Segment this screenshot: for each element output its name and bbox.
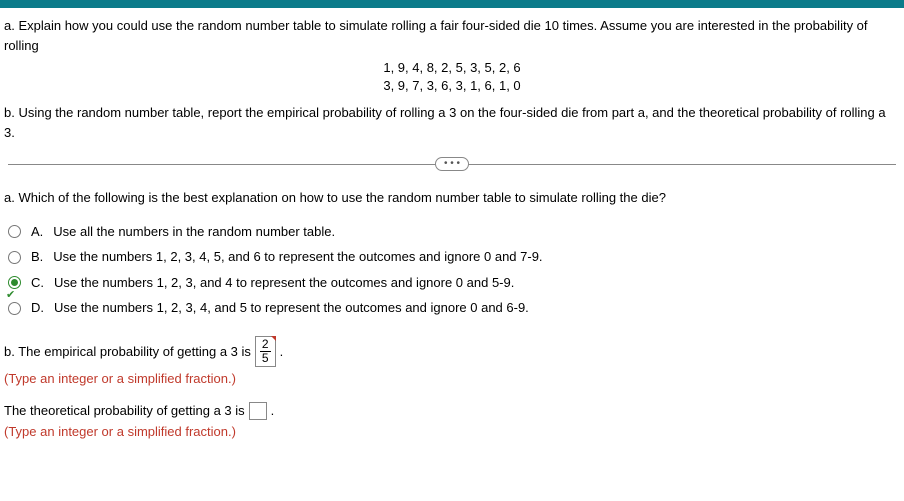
theoretical-suffix: . bbox=[271, 401, 275, 421]
option-text: Use the numbers 1, 2, 3, and 4 to repres… bbox=[54, 273, 514, 293]
input-corner-icon bbox=[271, 336, 276, 341]
empirical-suffix: . bbox=[280, 342, 284, 362]
option-text: Use all the numbers in the random number… bbox=[53, 222, 335, 242]
fraction-numerator: 2 bbox=[260, 338, 271, 352]
empirical-prefix: b. The empirical probability of getting … bbox=[4, 342, 251, 362]
option-a[interactable]: A. Use all the numbers in the random num… bbox=[8, 222, 900, 242]
answer-input[interactable] bbox=[249, 402, 267, 420]
option-text: Use the numbers 1, 2, 3, 4, 5, and 6 to … bbox=[53, 247, 542, 267]
hint-1: (Type an integer or a simplified fractio… bbox=[4, 369, 900, 389]
expand-button[interactable]: • • • bbox=[435, 157, 469, 171]
option-letter: C. bbox=[31, 273, 44, 293]
radio-a[interactable] bbox=[8, 225, 21, 238]
hint-2: (Type an integer or a simplified fractio… bbox=[4, 422, 900, 442]
part-b-theoretical: The theoretical probability of getting a… bbox=[4, 401, 900, 421]
question-a-text: a. Explain how you could use the random … bbox=[4, 16, 900, 55]
options-group: A. Use all the numbers in the random num… bbox=[8, 222, 900, 318]
content: a. Explain how you could use the random … bbox=[0, 8, 904, 442]
theoretical-prefix: The theoretical probability of getting a… bbox=[4, 401, 245, 421]
random-number-table: 1, 9, 4, 8, 2, 5, 3, 5, 2, 6 3, 9, 7, 3,… bbox=[4, 59, 900, 95]
number-row-2: 3, 9, 7, 3, 6, 3, 1, 6, 1, 0 bbox=[4, 77, 900, 95]
top-bar bbox=[0, 0, 904, 8]
option-letter: A. bbox=[31, 222, 43, 242]
number-row-1: 1, 9, 4, 8, 2, 5, 3, 5, 2, 6 bbox=[4, 59, 900, 77]
option-letter: B. bbox=[31, 247, 43, 267]
fraction-input[interactable]: 2 5 bbox=[255, 336, 276, 367]
option-d[interactable]: D. Use the numbers 1, 2, 3, 4, and 5 to … bbox=[8, 298, 900, 318]
sub-question-a: a. Which of the following is the best ex… bbox=[4, 188, 900, 208]
radio-b[interactable] bbox=[8, 251, 21, 264]
option-c[interactable]: ✔ C. Use the numbers 1, 2, 3, and 4 to r… bbox=[8, 273, 900, 293]
option-letter: D. bbox=[31, 298, 44, 318]
part-b-empirical: b. The empirical probability of getting … bbox=[4, 336, 900, 367]
section-divider: • • • bbox=[4, 154, 900, 174]
question-b-text: b. Using the random number table, report… bbox=[4, 103, 900, 142]
option-text: Use the numbers 1, 2, 3, 4, and 5 to rep… bbox=[54, 298, 529, 318]
option-b[interactable]: B. Use the numbers 1, 2, 3, 4, 5, and 6 … bbox=[8, 247, 900, 267]
fraction-denominator: 5 bbox=[260, 352, 271, 365]
radio-d[interactable] bbox=[8, 302, 21, 315]
